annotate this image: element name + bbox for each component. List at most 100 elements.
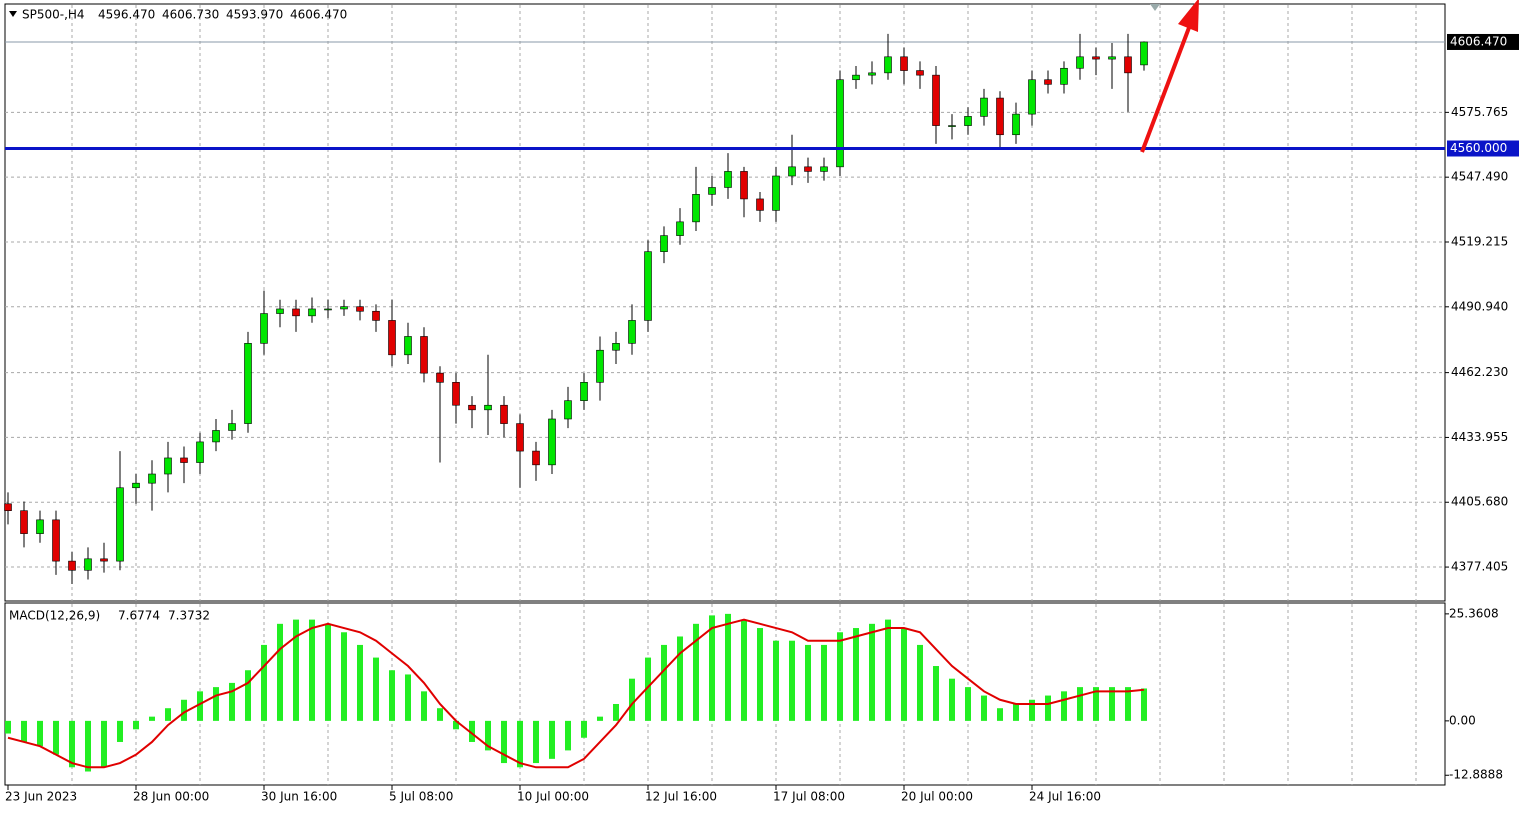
candle-body <box>164 457 172 475</box>
candle-body <box>932 74 940 126</box>
menu-arrow <box>9 11 17 17</box>
candle-body <box>820 166 828 172</box>
candle-body <box>388 320 396 356</box>
candle-body <box>36 519 44 534</box>
candle-body <box>996 97 1004 136</box>
macd-bar <box>741 619 747 721</box>
indicator-value: 7.3732 <box>168 609 210 623</box>
macd-bar <box>853 628 859 721</box>
candle-body <box>324 308 332 311</box>
candle-body <box>804 166 812 172</box>
macd-bar <box>485 720 491 751</box>
candle-body <box>548 418 556 466</box>
candle-body <box>516 423 524 452</box>
candle-body <box>148 473 156 484</box>
y-tick-label: 4405.680 <box>1451 495 1508 509</box>
candle-body <box>708 187 716 195</box>
candle-body <box>948 125 956 127</box>
macd-bar <box>773 640 779 721</box>
macd-bar <box>693 623 699 721</box>
macd-bar <box>213 687 219 721</box>
macd-bar <box>661 644 667 721</box>
macd-bar <box>389 670 395 721</box>
macd-bar <box>581 720 587 738</box>
ohlc-label: 4606.730 <box>162 8 219 22</box>
macd-bar <box>373 657 379 721</box>
macd-bar <box>1029 699 1035 721</box>
y-tick-label: 0.00 <box>1449 713 1476 727</box>
candle-body <box>580 382 588 401</box>
macd-bar <box>981 695 987 721</box>
candle-body <box>836 79 844 168</box>
candle-body <box>692 194 700 223</box>
candle-body <box>452 382 460 406</box>
macd-bar <box>53 720 59 755</box>
macd-bar <box>453 720 459 730</box>
x-tick-label: 5 Jul 08:00 <box>389 790 453 804</box>
x-tick-label: 24 Jul 16:00 <box>1029 790 1101 804</box>
macd-bar <box>21 720 27 742</box>
candle-body <box>244 343 252 424</box>
candle-body <box>436 372 444 383</box>
y-tick-label: 4462.230 <box>1451 365 1508 379</box>
macd-bar <box>165 708 171 721</box>
macd-bar <box>133 720 139 730</box>
price-label-box <box>1447 33 1519 50</box>
candle-body <box>660 235 668 252</box>
candle-body <box>1044 79 1052 85</box>
candle-body <box>356 306 364 312</box>
candle-body <box>340 306 348 310</box>
macd-bar <box>997 708 1003 721</box>
macd-bar <box>245 670 251 721</box>
macd-bar <box>437 708 443 721</box>
candle-body <box>724 171 732 188</box>
macd-bar <box>549 720 555 759</box>
candle-body <box>212 430 220 443</box>
macd-bar <box>757 628 763 721</box>
candle-body <box>852 74 860 81</box>
macd-bar <box>69 720 75 768</box>
candle-body <box>180 457 188 463</box>
indicator-name: MACD(12,26,9) <box>9 609 100 623</box>
x-tick-label: 28 Jun 00:00 <box>133 790 209 804</box>
ohlc-label: 4606.470 <box>290 8 347 22</box>
macd-bar <box>597 716 603 721</box>
y-tick-label: 4490.940 <box>1451 299 1508 313</box>
macd-bar <box>901 628 907 721</box>
x-tick-label: 17 Jul 08:00 <box>773 790 845 804</box>
trend-arrow <box>1140 24 1192 153</box>
candle-body <box>84 558 92 571</box>
signal-line <box>7 618 1145 769</box>
plot-layer: 4377.405 4405.680 4433.955 4462.230 4490.940… <box>4 5 1519 804</box>
candle-body <box>772 175 780 211</box>
macd-bar <box>357 644 363 721</box>
macd-bar <box>1013 703 1019 721</box>
candle-body <box>276 308 284 314</box>
candle-body <box>788 166 796 177</box>
candle-body <box>900 56 908 71</box>
candle-body <box>1076 56 1084 69</box>
macd-bar <box>965 687 971 721</box>
macd-bar <box>1045 695 1051 721</box>
candle-body <box>676 221 684 236</box>
macd-bar <box>405 674 411 721</box>
candle-body <box>260 313 268 344</box>
candle-body <box>372 310 380 321</box>
candle-body <box>868 72 876 76</box>
candle-body <box>308 308 316 317</box>
ohlc-label: 4596.470 <box>98 8 155 22</box>
macd-bar <box>725 613 731 721</box>
macd-bar <box>805 644 811 721</box>
candle-body <box>228 423 236 431</box>
candle-body <box>20 510 28 534</box>
candle-body <box>884 56 892 74</box>
indicator-value: 7.6774 <box>118 609 160 623</box>
candle-body <box>1092 56 1100 60</box>
macd-bar <box>949 678 955 721</box>
macd-bar <box>709 615 715 721</box>
macd-bar <box>677 636 683 721</box>
macd-bar <box>789 640 795 721</box>
candle-body <box>964 116 972 126</box>
ohlc-label: 4593.970 <box>226 8 283 22</box>
